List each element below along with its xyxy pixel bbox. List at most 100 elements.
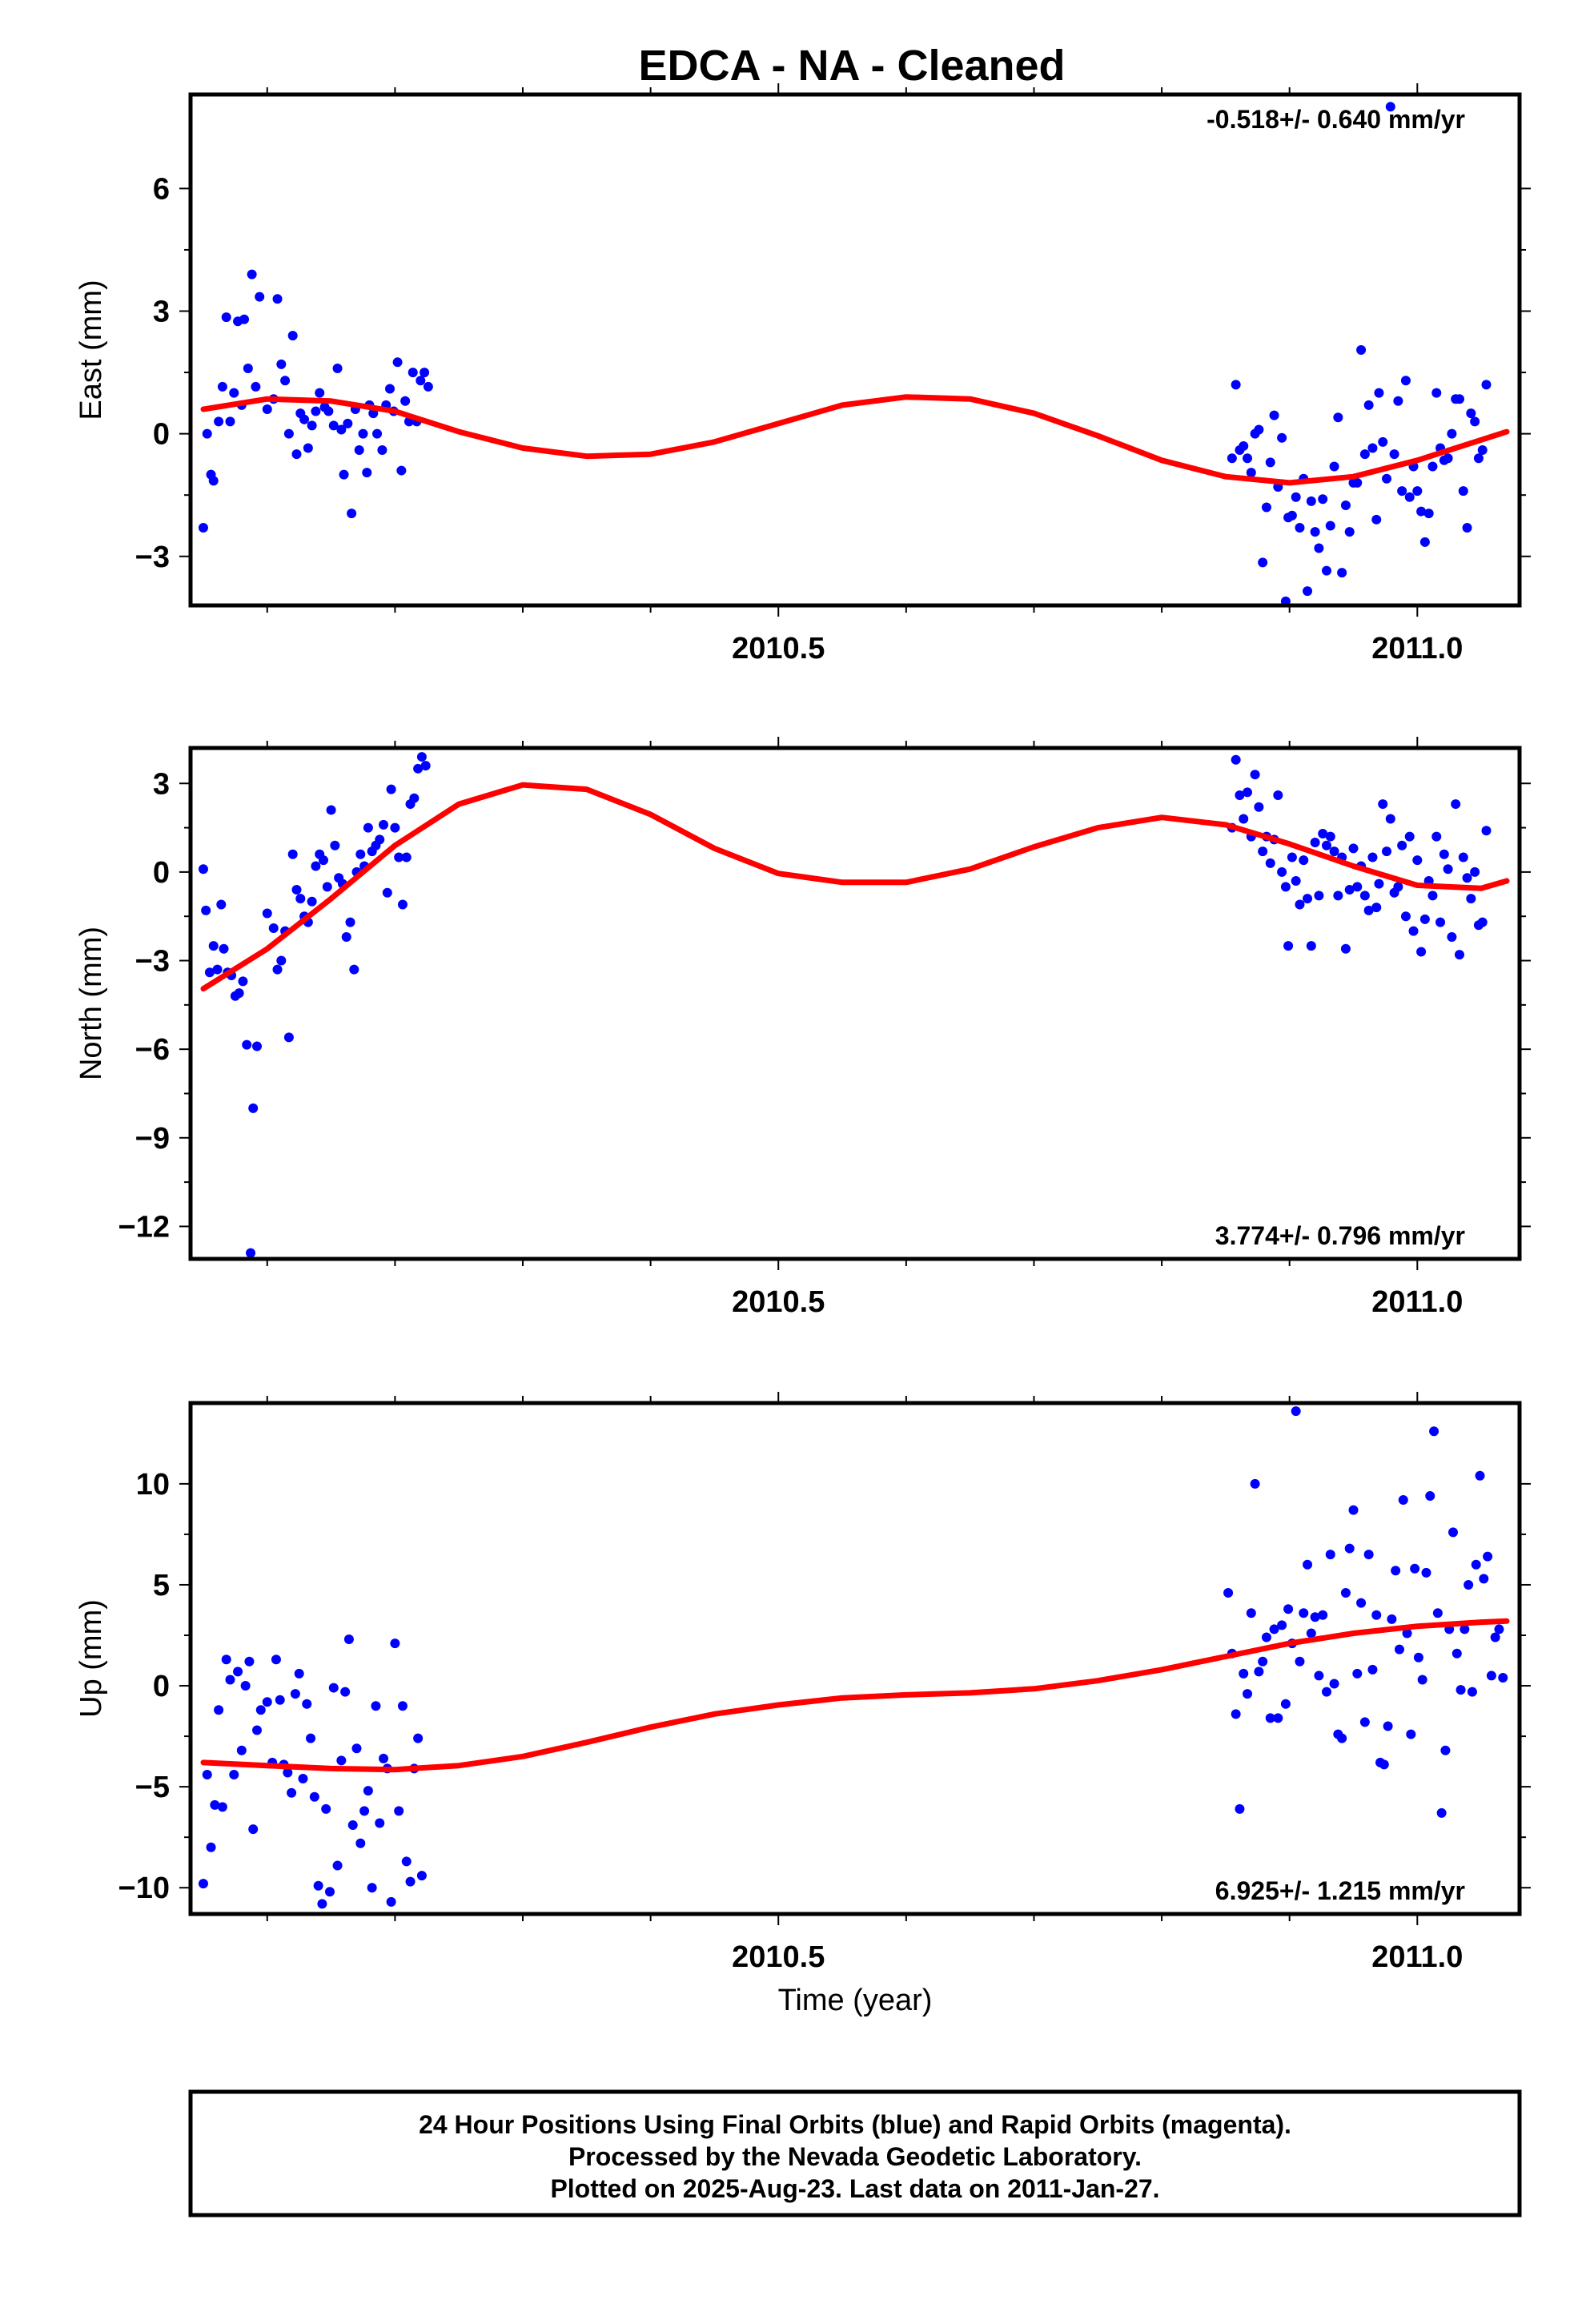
- data-point: [311, 861, 321, 871]
- data-point: [219, 943, 229, 954]
- data-point: [1314, 543, 1324, 553]
- data-point: [332, 1860, 343, 1871]
- panel-frame: [188, 1401, 1522, 1916]
- data-point: [280, 376, 291, 386]
- data-point: [1299, 1608, 1309, 1618]
- data-point: [1318, 1610, 1328, 1620]
- data-point: [1243, 1689, 1253, 1699]
- data-point: [309, 1791, 319, 1802]
- data-point: [408, 368, 418, 378]
- y-tick-label: 5: [153, 1569, 170, 1602]
- data-point: [1235, 790, 1245, 801]
- data-point: [1352, 477, 1363, 488]
- data-point: [343, 1634, 354, 1645]
- x-tick-label: 2010.5: [732, 1285, 825, 1319]
- data-point: [1389, 449, 1399, 460]
- data-point: [1246, 1608, 1256, 1618]
- data-point: [275, 1695, 285, 1705]
- x-tick-label: 2011.0: [1371, 1285, 1463, 1319]
- data-point: [1227, 453, 1237, 464]
- data-point: [339, 469, 349, 480]
- data-point: [359, 1806, 370, 1816]
- data-point: [1421, 1567, 1431, 1578]
- data-point: [1460, 1624, 1470, 1634]
- x-tick-label: 2011.0: [1371, 632, 1463, 665]
- data-point: [294, 1668, 304, 1679]
- data-point: [1359, 891, 1370, 901]
- data-point: [262, 908, 272, 919]
- data-point: [1250, 1478, 1260, 1489]
- data-point: [221, 1655, 231, 1665]
- data-point: [1254, 1667, 1264, 1677]
- chart-title: EDCA - NA - Cleaned: [638, 42, 1065, 90]
- data-point: [1303, 894, 1313, 904]
- data-point: [1408, 926, 1419, 936]
- data-point: [225, 1675, 235, 1685]
- data-point: [347, 509, 357, 519]
- data-point: [212, 964, 223, 975]
- data-point: [1306, 496, 1316, 506]
- data-point: [1367, 852, 1378, 862]
- data-point: [262, 404, 272, 415]
- data-point: [1475, 1470, 1485, 1481]
- data-point: [298, 1774, 308, 1784]
- data-point: [214, 1705, 224, 1715]
- data-point: [1280, 882, 1291, 892]
- data-point: [1337, 568, 1347, 578]
- data-point: [1340, 1588, 1351, 1598]
- data-point: [1417, 1675, 1427, 1685]
- y-tick-label: 10: [136, 1468, 170, 1502]
- data-point: [1382, 473, 1391, 484]
- data-point: [287, 331, 298, 341]
- data-point: [210, 1799, 220, 1810]
- velocity-label: -0.518+/- 0.640 mm/yr: [1207, 105, 1465, 134]
- data-point: [1356, 345, 1367, 355]
- data-point: [1314, 1671, 1324, 1681]
- data-point: [1231, 380, 1241, 390]
- y-tick-label: −5: [135, 1771, 170, 1804]
- data-point: [1374, 388, 1384, 398]
- data-point: [225, 416, 235, 427]
- data-point: [390, 1638, 400, 1649]
- data-point: [355, 849, 366, 859]
- data-point: [1329, 1679, 1339, 1689]
- data-point: [1466, 408, 1476, 419]
- fit-curve: [200, 782, 1510, 992]
- data-point: [1397, 486, 1407, 497]
- data-point: [268, 923, 279, 933]
- x-tick-label: 2010.5: [732, 1940, 825, 1974]
- data-point: [413, 763, 424, 774]
- data-point: [326, 805, 336, 815]
- data-point: [1419, 537, 1430, 547]
- data-point: [1464, 1579, 1474, 1590]
- data-point: [1246, 468, 1256, 478]
- data-point: [287, 1787, 297, 1798]
- data-point: [1254, 424, 1264, 435]
- data-point: [1356, 1598, 1367, 1608]
- data-point: [1431, 831, 1442, 842]
- data-point: [1329, 846, 1339, 857]
- data-point: [413, 1733, 424, 1743]
- data-point: [1231, 1709, 1241, 1719]
- data-point: [233, 1667, 243, 1677]
- data-point: [236, 1745, 247, 1755]
- fit-curve: [200, 1618, 1510, 1773]
- data-point: [1352, 882, 1363, 892]
- data-point: [283, 428, 294, 439]
- data-point: [319, 855, 328, 866]
- data-point: [351, 1743, 362, 1754]
- data-point: [397, 1701, 408, 1711]
- data-point: [362, 468, 372, 478]
- data-point: [1477, 445, 1488, 456]
- data-point: [1269, 410, 1279, 420]
- data-layer: [198, 1406, 1510, 1909]
- data-point: [1423, 509, 1434, 519]
- y-tick-label: −3: [135, 945, 170, 979]
- data-point: [255, 1705, 266, 1715]
- data-point: [317, 1899, 327, 1909]
- data-point: [1406, 1729, 1416, 1739]
- data-point: [1394, 1644, 1404, 1655]
- data-point: [255, 292, 265, 302]
